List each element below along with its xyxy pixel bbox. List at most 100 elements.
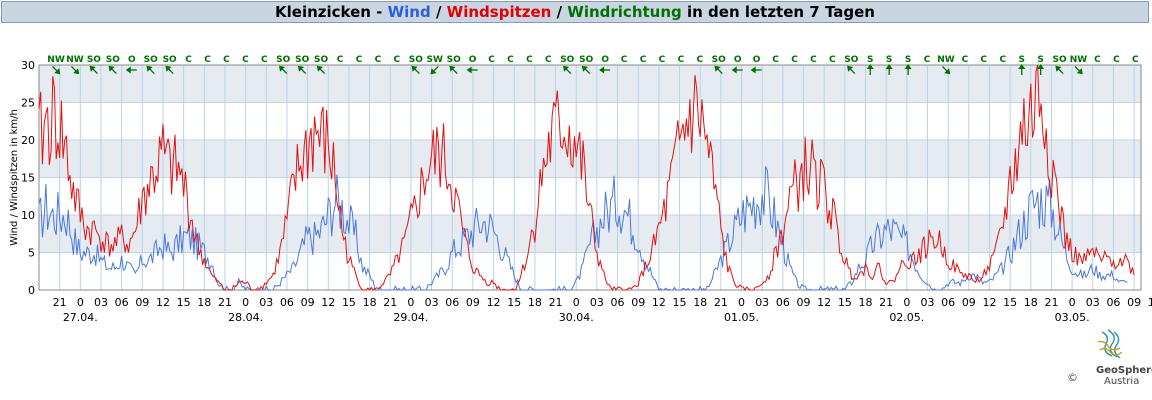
x-tick-label: 0: [903, 296, 910, 309]
direction-label: SO: [163, 55, 177, 65]
direction-label: NW: [937, 55, 955, 65]
direction-label: SO: [314, 55, 328, 65]
geosphere-logo-icon: [1097, 329, 1123, 359]
arrow-head: [563, 65, 570, 72]
x-tick-label: 21: [1044, 296, 1058, 309]
arrow-head: [73, 68, 80, 75]
direction-label: SO: [560, 55, 574, 65]
y-tick-label: 15: [21, 172, 35, 185]
arrow-head: [1055, 65, 1062, 72]
direction-label: NW: [66, 55, 84, 65]
arrow-head: [1018, 64, 1026, 69]
arrow-head: [297, 65, 304, 72]
direction-label: S: [886, 55, 892, 65]
direction-label: C: [185, 55, 192, 65]
direction-label: NW: [47, 55, 65, 65]
x-tick-label: 15: [342, 296, 356, 309]
wind-series-line: [38, 166, 1128, 292]
direction-label: C: [810, 55, 817, 65]
logo-sub: Austria: [1104, 376, 1140, 387]
direction-arrow-icon: [279, 65, 288, 74]
x-tick-label: 12: [487, 296, 501, 309]
direction-label: SO: [447, 55, 461, 65]
x-tick-label: 0: [738, 296, 745, 309]
direction-arrow-icon: [108, 65, 117, 74]
direction-label: C: [356, 55, 363, 65]
x-tick-label: 0: [77, 296, 84, 309]
x-tick-label: 09: [797, 296, 811, 309]
direction-label: SO: [579, 55, 593, 65]
arrow-head: [146, 65, 153, 72]
arrow-head: [466, 66, 472, 74]
chart-title: Kleinzicken - Wind / Windspitzen / Windr…: [1, 1, 1149, 23]
direction-label: C: [507, 55, 514, 65]
band-5: [39, 65, 1141, 103]
title-station: Kleinzicken: [275, 3, 371, 21]
x-tick-label: 0: [242, 296, 249, 309]
direction-label: C: [1132, 55, 1139, 65]
direction-label: C: [223, 55, 230, 65]
arrow-head: [944, 68, 951, 75]
direction-label: SO: [409, 55, 423, 65]
x-tick-label: 21: [549, 296, 563, 309]
title-sep-3: /: [551, 3, 568, 21]
arrow-head: [750, 66, 756, 74]
direction-label: SO: [844, 55, 858, 65]
direction-arrow-icon: [1055, 65, 1064, 74]
band-0: [39, 252, 1141, 290]
arrow-head: [866, 64, 874, 69]
direction-label: SW: [427, 55, 443, 65]
direction-arrow-icon: [70, 66, 80, 75]
date-label: 01.05.: [724, 311, 759, 324]
direction-arrow-icon: [581, 65, 591, 74]
direction-arrow-icon: [599, 66, 611, 74]
title-peaks: Windspitzen: [446, 3, 552, 21]
band-4: [39, 102, 1141, 140]
x-tick-label: 18: [363, 296, 377, 309]
x-tick-label: 12: [817, 296, 831, 309]
arrow-head: [731, 66, 737, 74]
date-label: 29.04.: [393, 311, 428, 324]
direction-arrow-icon: [1037, 64, 1045, 75]
arrow-head: [54, 68, 61, 75]
arrow-head: [581, 65, 588, 72]
direction-arrow-icon: [714, 65, 723, 74]
x-tick-label: 12: [156, 296, 170, 309]
arrow-head: [847, 65, 854, 72]
direction-label: C: [981, 55, 988, 65]
direction-label: O: [469, 55, 477, 65]
direction-label: SO: [144, 55, 158, 65]
direction-arrow-icon: [297, 65, 307, 74]
direction-label: SO: [295, 55, 309, 65]
x-tick-label: 18: [1024, 296, 1038, 309]
x-tick-label: 09: [1127, 296, 1141, 309]
arrow-head: [430, 68, 437, 75]
direction-label: S: [1018, 55, 1024, 65]
direction-label: C: [640, 55, 647, 65]
arrow-head: [714, 65, 721, 72]
direction-arrow-icon: [731, 66, 743, 74]
direction-arrow-icon: [1074, 66, 1083, 75]
x-tick-label: 09: [962, 296, 976, 309]
x-tick-label: 21: [879, 296, 893, 309]
direction-label: C: [394, 55, 401, 65]
x-tick-label: 06: [280, 296, 294, 309]
x-tick-label: 06: [445, 296, 459, 309]
direction-arrow-icon: [411, 65, 420, 74]
direction-label: C: [1113, 55, 1120, 65]
direction-label: C: [261, 55, 268, 65]
title-suffix: in den letzten 7 Tagen: [681, 3, 875, 21]
x-tick-label: 0: [1069, 296, 1076, 309]
arrow-head: [279, 65, 286, 72]
x-tick-label: 03: [425, 296, 439, 309]
x-tick-label: 21: [383, 296, 397, 309]
direction-arrow-icon: [847, 65, 856, 74]
direction-arrow-icon: [146, 65, 155, 74]
band-2: [39, 177, 1141, 215]
date-label: 30.04.: [559, 311, 594, 324]
direction-label: O: [128, 55, 136, 65]
x-tick-label: 15: [1003, 296, 1017, 309]
y-tick-label: 25: [21, 97, 35, 110]
direction-label: O: [734, 55, 742, 65]
